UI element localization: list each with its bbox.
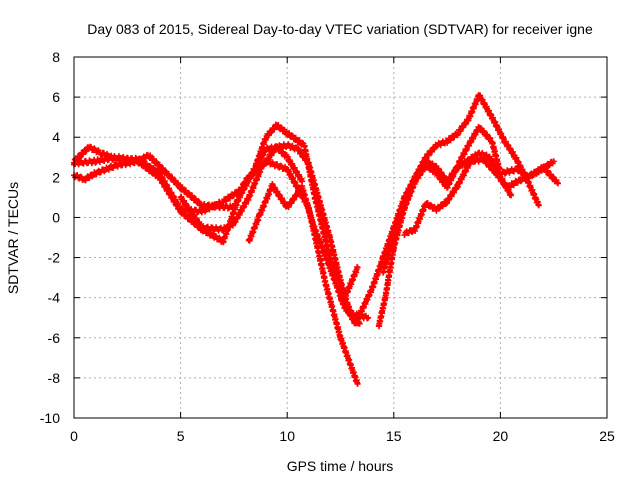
- y-tick-label: -10: [40, 410, 60, 426]
- x-tick-label: 10: [279, 428, 295, 444]
- series-sat-h: [380, 92, 542, 276]
- chart-title: Day 083 of 2015, Sidereal Day-to-day VTE…: [87, 21, 593, 37]
- series-markers: [177, 143, 306, 234]
- x-tick-label: 0: [70, 428, 78, 444]
- x-tick-label: 20: [493, 428, 509, 444]
- y-tick-label: 8: [52, 49, 60, 65]
- data-points: [71, 92, 561, 387]
- series-markers: [401, 155, 557, 239]
- series-sat-i: [401, 155, 557, 239]
- series-sat-d: [177, 143, 306, 234]
- y-tick-label: -2: [48, 250, 61, 266]
- y-tick-label: -6: [48, 330, 61, 346]
- x-tick-label: 5: [177, 428, 185, 444]
- x-tick-label: 15: [386, 428, 402, 444]
- y-tick-label: 4: [52, 129, 60, 145]
- plot-frame: [73, 56, 608, 419]
- axis-ticks: 0 5 10 15 20 25 -10 -8 -6 -4 -2 0 2 4 6 8: [40, 49, 615, 444]
- y-tick-label: -8: [48, 370, 61, 386]
- y-axis-label: SDTVAR / TECUs: [5, 182, 21, 294]
- y-tick-label: 0: [52, 209, 60, 225]
- y-tick-label: 2: [52, 169, 60, 185]
- y-tick-label: 6: [52, 89, 60, 105]
- series-markers: [380, 92, 542, 276]
- y-tick-label: -4: [48, 290, 61, 306]
- x-axis-label: GPS time / hours: [287, 458, 394, 474]
- x-tick-label: 25: [599, 428, 615, 444]
